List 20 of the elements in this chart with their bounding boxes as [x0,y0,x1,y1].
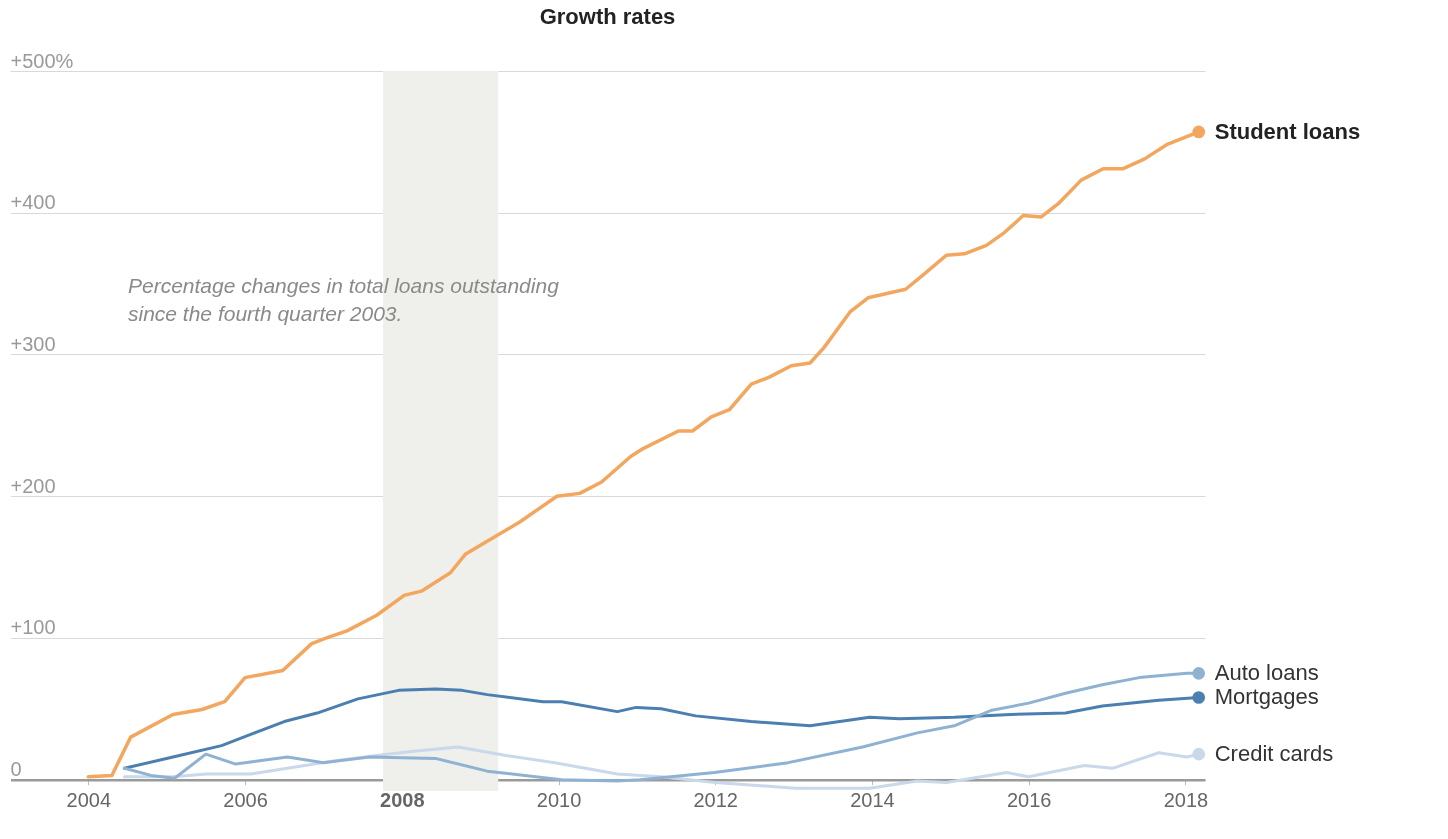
y-tick-label: +200 [10,474,56,497]
x-tick-label: 2006 [223,789,268,812]
y-tick-label: +100 [10,616,56,639]
x-tick-label: 2012 [693,789,738,812]
y-tick-label: +500% [10,49,74,72]
x-tick-label: 2010 [536,789,582,812]
x-tick-label: 2008 [380,789,425,812]
x-tick-label: 2004 [66,789,112,812]
series-label: Credit cards [1214,741,1334,767]
y-tick-label: +300 [10,332,56,355]
series-label: Auto loans [1214,660,1319,686]
annotation: Percentage changes in total loans outstanding since the fourth quarter 2003. [128,274,560,325]
series-label: Student loans [1214,118,1361,144]
chart-title: Growth rates [539,4,676,29]
x-tick-label: 2014 [850,789,895,812]
x-tick-label: 2018 [1163,789,1209,812]
x-tick-label: 2016 [1006,789,1052,812]
y-tick-label: 0 [10,758,22,781]
y-tick-label: +400 [10,191,56,214]
series-label: Mortgages [1214,684,1319,710]
